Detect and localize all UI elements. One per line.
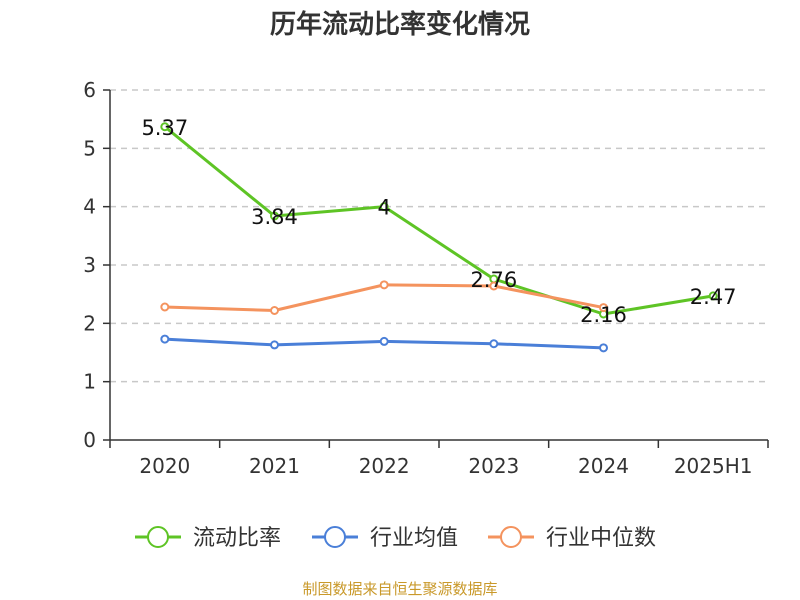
legend-item[interactable]: 流动比率 xyxy=(135,526,281,551)
x-tick-label: 2020 xyxy=(139,454,190,478)
data-point xyxy=(708,291,718,301)
legend[interactable]: 流动比率 行业均值 行业中位数 xyxy=(135,526,656,551)
legend-marker xyxy=(500,526,522,548)
legend-item[interactable]: 行业中位数 xyxy=(488,526,656,551)
data-label: 5.37 xyxy=(141,116,188,140)
data-label: 2.47 xyxy=(690,285,737,309)
y-tick-label: 3 xyxy=(83,253,96,277)
y-tick-label: 6 xyxy=(83,78,96,102)
y-tick-label: 5 xyxy=(83,136,96,160)
data-point xyxy=(599,343,608,353)
data-point xyxy=(379,336,389,346)
data-point xyxy=(489,339,499,349)
legend-item[interactable]: 行业均值 xyxy=(312,526,458,551)
x-tick-label: 2023 xyxy=(468,454,519,478)
data-point xyxy=(160,334,170,344)
data-point xyxy=(270,340,279,350)
data-label: 4 xyxy=(377,196,390,220)
x-tick-label: 2022 xyxy=(359,454,410,478)
series-lines xyxy=(160,122,718,353)
legend-label: 行业中位数 xyxy=(546,526,656,551)
y-tick-label: 1 xyxy=(83,370,96,394)
data-point xyxy=(160,122,170,132)
series-line xyxy=(163,125,714,316)
data-point xyxy=(160,302,170,312)
data-point xyxy=(599,303,608,313)
legend-marker xyxy=(324,526,346,548)
data-point xyxy=(489,281,499,291)
data-point xyxy=(270,306,279,315)
data-point xyxy=(379,202,389,212)
y-tick-label: 0 xyxy=(83,428,96,452)
data-point xyxy=(270,211,279,221)
y-tick-label: 4 xyxy=(83,195,96,219)
data-labels: 5.37 3.84 4 2.76 2.16 2.47 xyxy=(141,116,736,327)
data-label: 2.76 xyxy=(470,268,517,292)
legend-marker xyxy=(147,526,169,548)
data-label: 3.84 xyxy=(251,205,298,229)
x-tick-label: 2025H1 xyxy=(674,454,753,478)
x-tick-label: 2021 xyxy=(249,454,300,478)
y-tick-label: 2 xyxy=(83,311,96,335)
axes: 0 1 2 3 4 5 6 2020 2021 2022 2023 2024 2025H1 xyxy=(83,78,769,478)
legend-label: 行业均值 xyxy=(370,526,458,551)
gridlines xyxy=(110,89,768,383)
chart-title: 历年流动比率变化情况 xyxy=(269,10,530,40)
legend-label: 流动比率 xyxy=(193,526,281,551)
data-point xyxy=(379,280,389,290)
source-note: 制图数据来自恒生聚源数据库 xyxy=(302,580,498,598)
data-label: 2.16 xyxy=(580,303,627,327)
x-tick-label: 2024 xyxy=(578,454,629,478)
